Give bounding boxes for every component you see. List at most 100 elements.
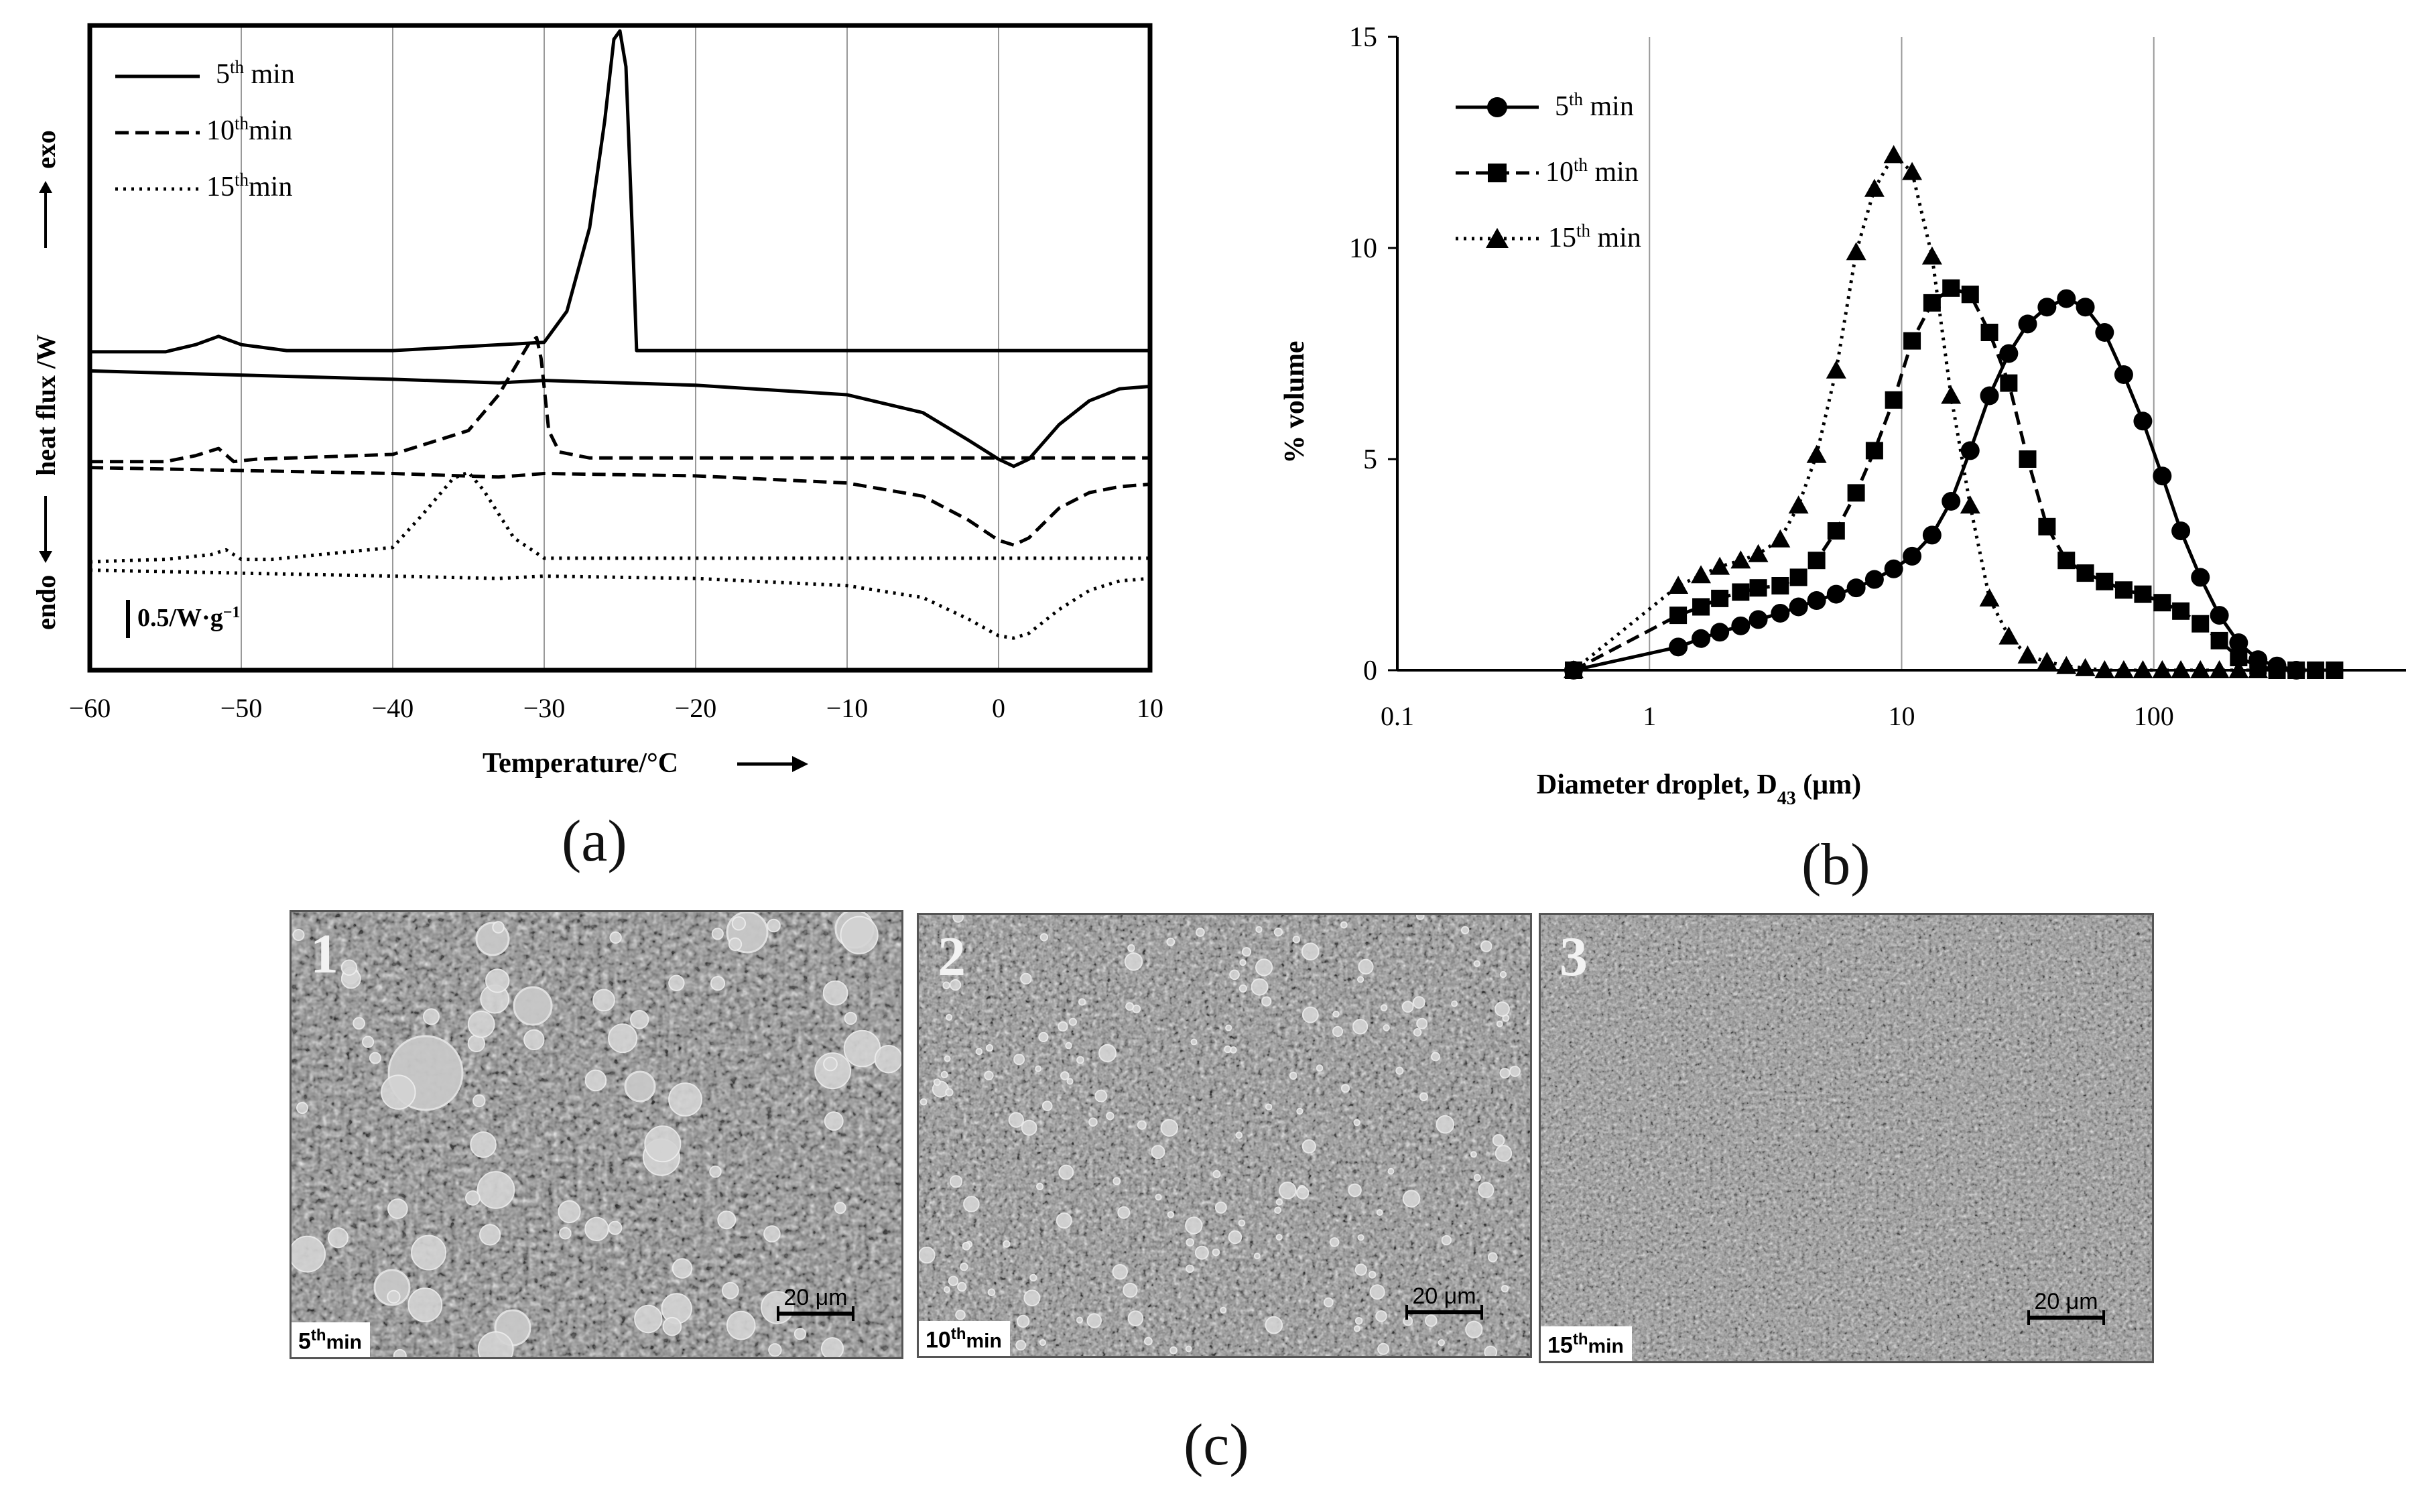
droplet	[1402, 1190, 1421, 1208]
psd-point-square	[1942, 279, 1960, 297]
droplet	[1495, 1001, 1510, 1017]
legend-label-5th: 5th min	[1555, 89, 1634, 122]
psd-point-square	[2210, 631, 2228, 649]
droplet	[1329, 1237, 1340, 1247]
dsc-series-group	[90, 29, 1150, 640]
droplet	[919, 1246, 936, 1264]
dsc-x-tick-label: −30	[523, 693, 566, 723]
psd-point-circle	[1884, 559, 1903, 578]
droplet	[933, 1078, 941, 1086]
droplet	[1238, 984, 1247, 993]
psd-point-square	[2287, 662, 2305, 679]
droplet	[1068, 1017, 1077, 1026]
droplet	[1194, 1245, 1209, 1260]
droplet	[1078, 998, 1086, 1006]
droplet	[1220, 1306, 1227, 1314]
psd-point-square	[2307, 662, 2325, 679]
droplet	[1357, 1234, 1364, 1241]
droplet	[1066, 1078, 1074, 1085]
micrograph-1-time: 5thmin	[292, 1322, 370, 1357]
droplet	[584, 1216, 609, 1241]
dsc-x-label: Temperature/°C	[483, 748, 678, 779]
droplet	[1008, 1112, 1025, 1128]
dsc-x-tick-label: −40	[372, 693, 414, 723]
droplet	[1274, 1206, 1281, 1214]
micrograph-1: 1 20 μm 5thmin	[290, 910, 903, 1359]
psd-point-triangle	[2075, 657, 2096, 676]
droplet	[1376, 1209, 1383, 1216]
droplet	[584, 1069, 607, 1092]
psd-point-triangle	[2056, 655, 2077, 674]
droplet	[1039, 933, 1049, 942]
droplet	[984, 1070, 994, 1081]
droplet	[1451, 1000, 1458, 1007]
droplet	[1460, 926, 1470, 935]
droplet	[1383, 1024, 1390, 1031]
droplet	[609, 931, 622, 944]
droplet	[1465, 1320, 1483, 1338]
droplet	[711, 928, 724, 940]
dsc-x-tick-label: 0	[992, 693, 1005, 723]
droplet	[1106, 1111, 1115, 1121]
psd-point-circle	[2114, 365, 2133, 384]
droplet	[949, 1175, 963, 1188]
droplet	[393, 1348, 407, 1357]
droplet	[820, 1337, 844, 1357]
psd-point-circle	[1864, 570, 1884, 589]
droplet	[1354, 1263, 1367, 1276]
droplet	[467, 1010, 495, 1038]
droplet	[1265, 1103, 1273, 1111]
psd-point-triangle	[1788, 495, 1809, 514]
y-label-exo: exo	[31, 130, 61, 169]
droplet	[362, 1035, 375, 1048]
droplet	[1113, 1177, 1121, 1186]
droplet	[717, 1210, 737, 1230]
droplet	[1253, 1253, 1261, 1259]
psd-point-circle	[2229, 633, 2248, 653]
droplet	[485, 968, 510, 993]
droplet	[387, 1198, 408, 1219]
droplet	[763, 1225, 781, 1243]
droplet	[1431, 1052, 1440, 1062]
psd-point-triangle	[2113, 660, 2134, 678]
droplet	[1289, 1072, 1297, 1080]
droplet	[1056, 1212, 1072, 1229]
legend-label-15th: 15thmin	[206, 170, 292, 202]
droplet	[1238, 1219, 1246, 1227]
droplet	[1323, 1297, 1334, 1308]
psd-point-square	[2096, 572, 2114, 590]
psd-y-tick-label: 5	[1363, 444, 1377, 475]
psd-point-triangle	[2171, 660, 2191, 678]
droplet	[1017, 1314, 1030, 1328]
droplet	[1086, 1313, 1102, 1328]
psd-point-triangle	[1998, 626, 2019, 645]
droplet	[1425, 1314, 1438, 1327]
psd-point-triangle	[1691, 565, 1712, 584]
droplet	[710, 976, 726, 991]
psd-point-triangle	[1770, 529, 1791, 548]
droplet	[472, 1094, 486, 1108]
droplet	[1127, 944, 1135, 952]
droplet	[1301, 1006, 1319, 1023]
droplet	[1117, 1206, 1131, 1219]
psd-point-triangle	[2133, 660, 2153, 678]
droplet	[387, 1289, 401, 1304]
droplet	[1487, 1252, 1498, 1263]
micrograph-1-number: 1	[310, 923, 338, 985]
psd-point-square	[1885, 391, 1903, 409]
psd-point-triangle	[1668, 576, 1689, 594]
legend-marker-triangle	[1486, 228, 1509, 248]
psd-point-square	[1961, 286, 1979, 304]
psd-point-square	[1807, 552, 1826, 570]
droplet	[1196, 928, 1205, 937]
droplet	[1395, 1066, 1404, 1075]
droplet	[834, 1202, 846, 1214]
droplet	[1212, 1248, 1220, 1257]
droplet	[296, 1102, 308, 1115]
psd-point-triangle	[2094, 660, 2115, 678]
droplet	[1036, 1182, 1044, 1190]
psd-point-triangle	[1941, 385, 1962, 404]
droplet	[1169, 1346, 1178, 1354]
droplet	[1185, 1216, 1203, 1235]
psd-point-circle	[2153, 466, 2172, 486]
